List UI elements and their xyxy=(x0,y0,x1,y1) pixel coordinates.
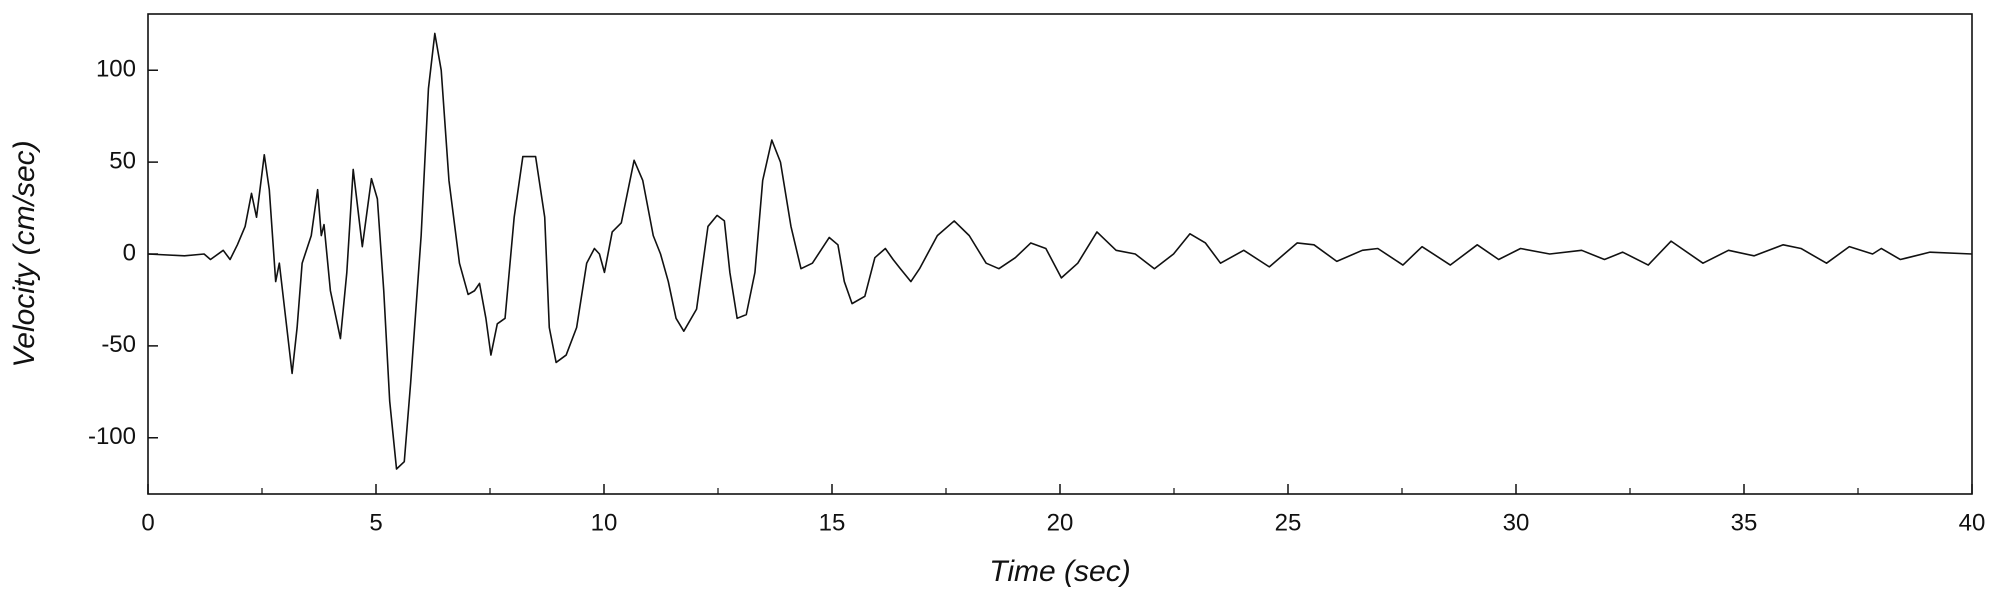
x-tick-label: 15 xyxy=(819,509,846,536)
x-tick-label: 40 xyxy=(1959,509,1986,536)
y-axis-title: Velocity (cm/sec) xyxy=(8,140,41,367)
x-tick-label: 5 xyxy=(369,509,382,536)
y-tick-label: -50 xyxy=(101,331,136,358)
data-line xyxy=(147,32,1973,470)
y-tick-label: 50 xyxy=(109,147,136,174)
x-tick-label: 25 xyxy=(1275,509,1302,536)
x-tick-label: 20 xyxy=(1047,509,1074,536)
y-tick-label: 100 xyxy=(96,56,136,83)
x-tick-label: 35 xyxy=(1731,509,1758,536)
plot-frame xyxy=(147,13,1973,495)
x-tick-label: 30 xyxy=(1503,509,1530,536)
x-axis-title: Time (sec) xyxy=(989,555,1130,588)
x-tick-label: 0 xyxy=(141,509,154,536)
y-tick-label: -100 xyxy=(88,423,136,450)
x-tick-label: 10 xyxy=(591,509,618,536)
y-tick-label: 0 xyxy=(123,239,136,266)
